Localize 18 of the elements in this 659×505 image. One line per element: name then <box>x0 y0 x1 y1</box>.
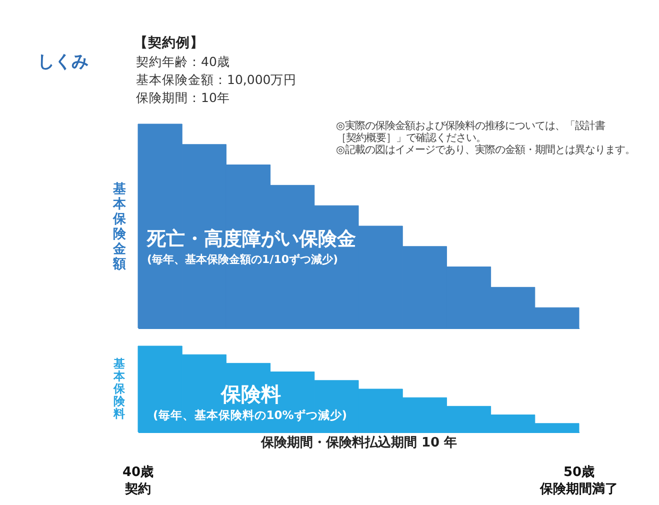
text: 【契約例】 <box>134 35 204 51</box>
annotation: ◎記載の図はイメージであり、実際の金額・期間とは異なります。 <box>336 144 635 156</box>
text: 契約年齢：40歳 <box>136 54 230 69</box>
text: 基本保険金額：10,000万円 <box>136 72 297 87</box>
annotation: 保険料 <box>220 382 281 406</box>
annotation: (毎年、基本保険料の10%ずつ減少) <box>153 408 348 422</box>
text: 50歳 <box>563 465 595 480</box>
annotation: ◎実際の保険金額および保険料の推移については、「設計書［契約概要］」で確認ください。 <box>336 120 605 144</box>
y-axis-title: 基本保険料 <box>112 356 126 420</box>
annotation: 死亡・高度障がい保険金 <box>146 228 356 250</box>
y-axis-title: 基本保険金額 <box>112 182 127 272</box>
annotation: (毎年、基本保険金額の1/10ずつ減少) <box>147 253 338 266</box>
x-axis-title: 保険期間・保険料払込期間 10 年 <box>260 434 458 450</box>
text: 保険期間満了 <box>539 482 618 497</box>
text: 契約 <box>124 482 151 497</box>
text: しくみ <box>38 52 88 72</box>
text: 保険期間：10年 <box>136 90 230 105</box>
text: 40歳 <box>122 465 154 480</box>
